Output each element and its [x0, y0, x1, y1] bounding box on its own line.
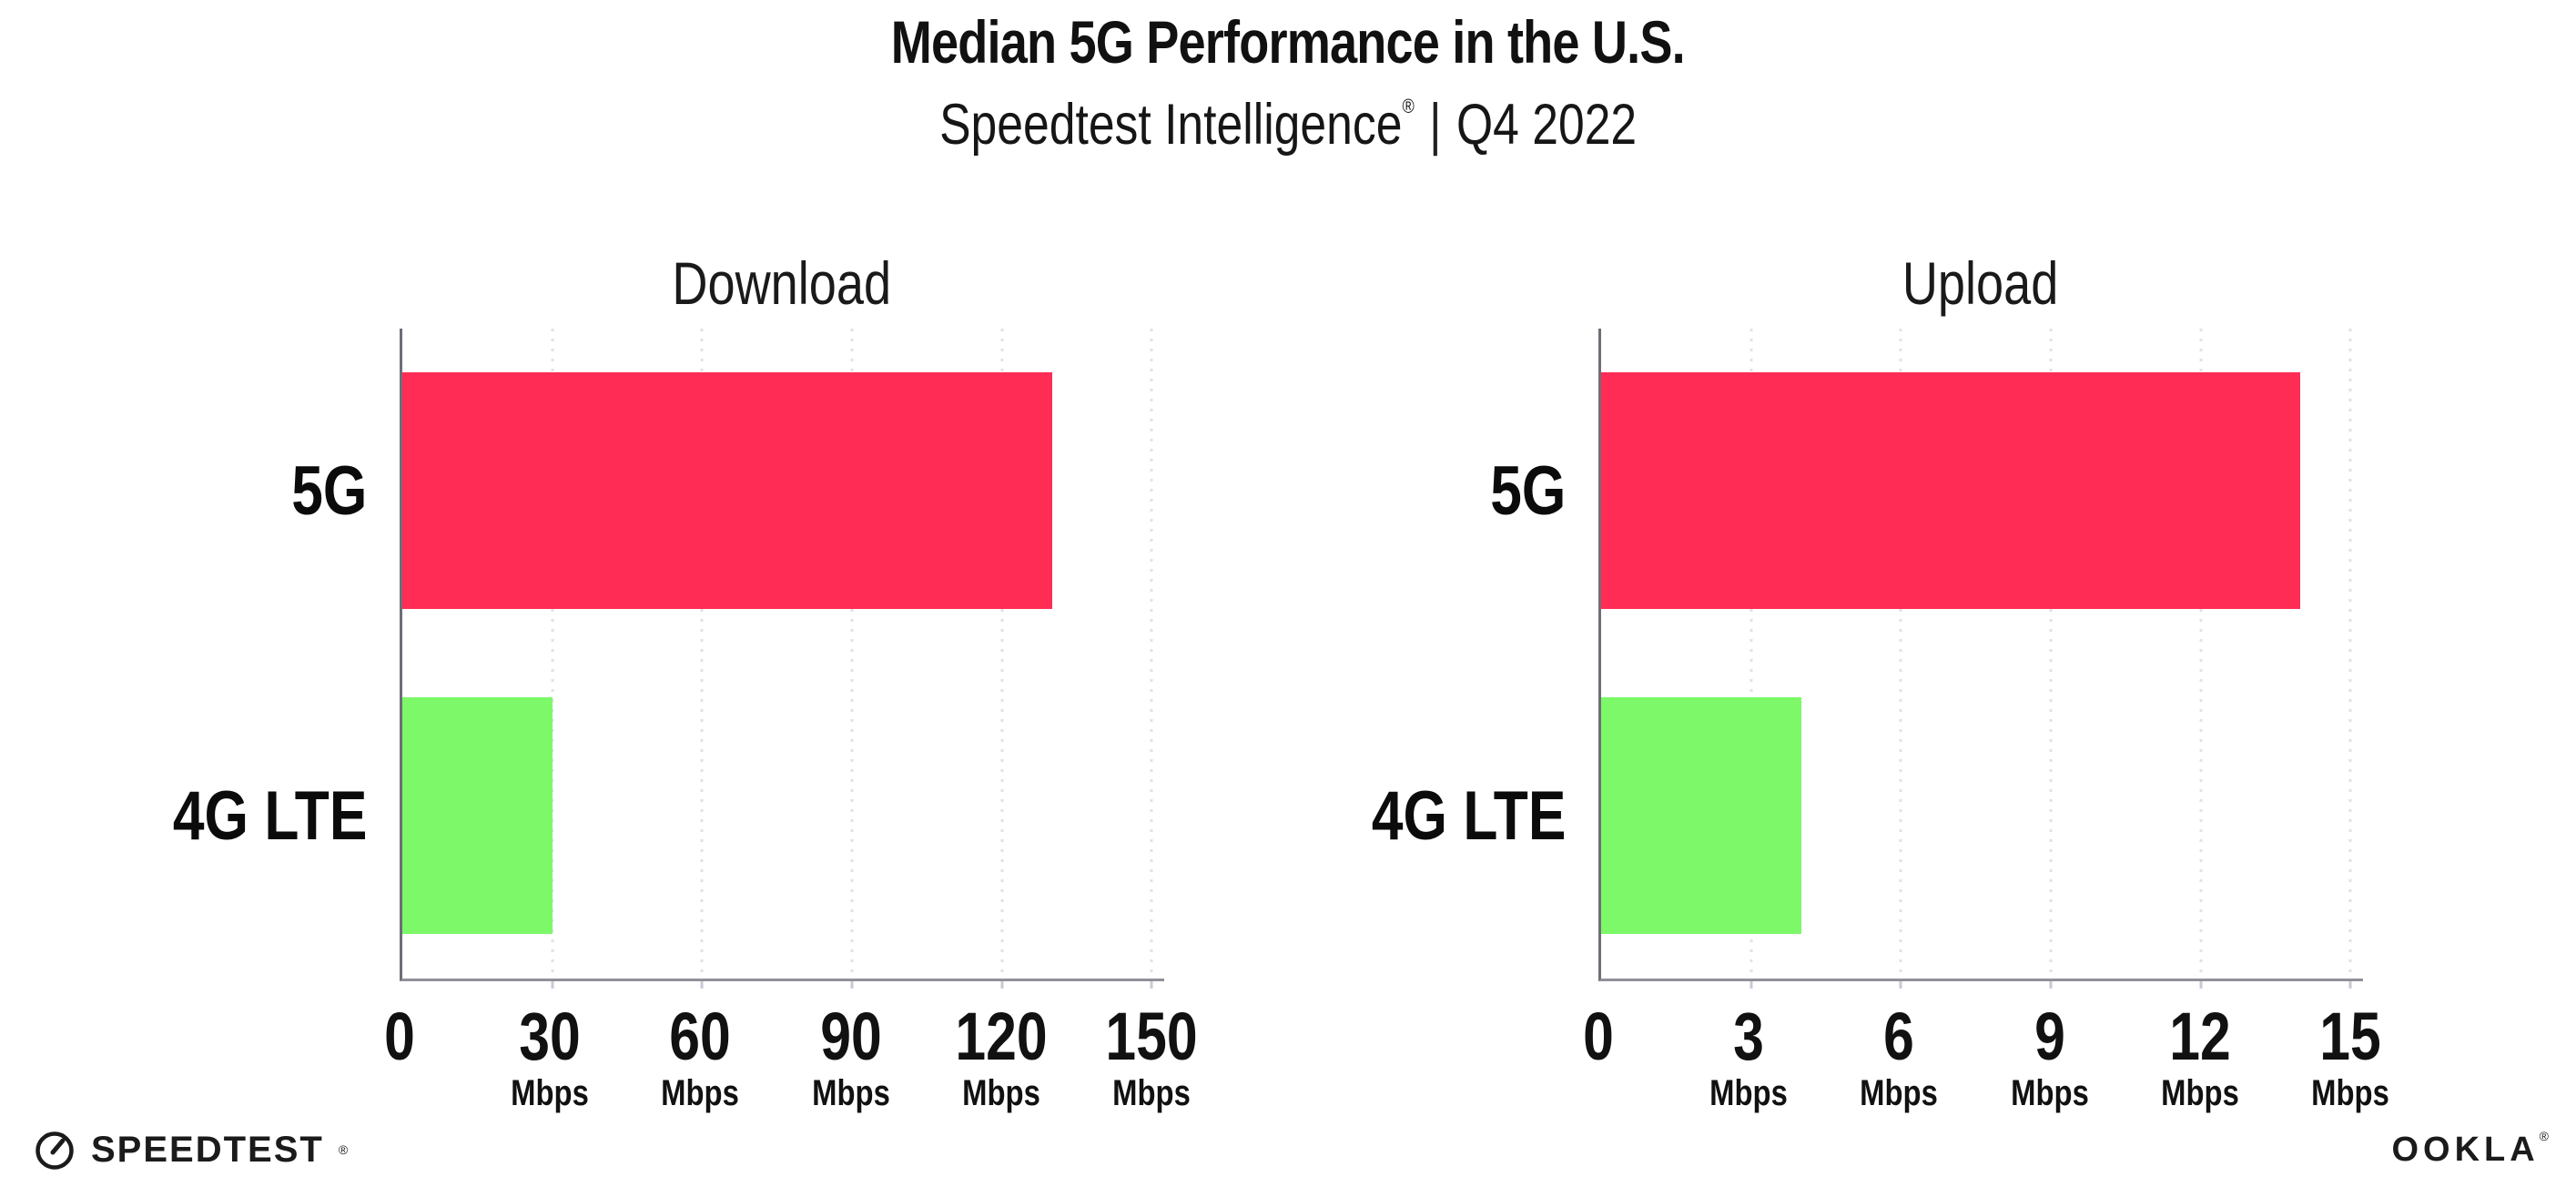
gridline-12 — [2199, 329, 2203, 979]
x-tick-label: 150 — [1105, 999, 1198, 1074]
x-tick-unit: Mbps — [962, 1073, 1040, 1113]
gridline-90 — [850, 329, 854, 979]
x-tick-label: 9 — [2033, 999, 2065, 1074]
charts-row: Download 5G 4G LTE 0 30 Mbps 60 Mbps 90 Mbps 120… — [0, 155, 2576, 1129]
x-tick-unit: Mbps — [511, 1073, 590, 1113]
download-plot-area — [400, 329, 1164, 989]
gridline-3 — [1749, 329, 1753, 979]
page-subtitle-text: Speedtest Intelligence® | Q4 2022 — [939, 76, 1637, 155]
tick-mark-9 — [2049, 981, 2053, 989]
x-tick-15: 15 Mbps — [2303, 1001, 2398, 1114]
x-tick-0: 0 — [380, 1001, 418, 1072]
page-subtitle: Speedtest Intelligence® | Q4 2022 — [0, 76, 2576, 155]
x-tick-unit: Mbps — [2010, 1073, 2089, 1113]
upload-plot-area — [1598, 329, 2363, 989]
upload-chart-title-text: Upload — [1902, 249, 2059, 317]
download-chart: Download 5G 4G LTE 0 30 Mbps 60 Mbps 90 Mbps 120… — [172, 155, 1198, 1129]
gridline-30 — [551, 329, 554, 979]
tick-mark-6 — [1899, 981, 1902, 989]
x-tick-label: 6 — [1883, 999, 1915, 1074]
upload-plot-wrap: 5G 4G LTE — [1371, 329, 2363, 989]
x-tick-label: 90 — [819, 999, 882, 1074]
x-tick-120: 120 Mbps — [945, 1001, 1057, 1114]
download-chart-title: Download — [400, 251, 1164, 315]
page-title-text: Median 5G Performance in the U.S. — [890, 8, 1686, 76]
gridline-6 — [1899, 329, 1902, 979]
x-tick-unit: Mbps — [2311, 1073, 2390, 1113]
page-title: Median 5G Performance in the U.S. — [0, 9, 2576, 75]
download-y-axis-labels: 5G 4G LTE — [172, 329, 400, 981]
registered-mark-icon: ® — [1402, 95, 1415, 117]
speedtest-gauge-icon — [35, 1131, 74, 1170]
x-tick-label: 3 — [1733, 999, 1765, 1074]
x-tick-label: 12 — [2169, 999, 2231, 1074]
x-tick-label: 15 — [2319, 999, 2381, 1074]
x-tick-unit: Mbps — [1709, 1073, 1789, 1113]
x-tick-60: 60 Mbps — [653, 1001, 747, 1114]
upload-chart-title: Upload — [1598, 251, 2363, 315]
tick-mark-60 — [700, 981, 704, 989]
gridline-15 — [2348, 329, 2352, 979]
category-label-5g: 5G — [213, 329, 400, 654]
upload-y-axis-labels: 5G 4G LTE — [1371, 329, 1598, 981]
subtitle-period: Q4 2022 — [1455, 93, 1638, 157]
tick-mark-30 — [551, 981, 554, 989]
ookla-wordmark: OOKLA — [2391, 1131, 2540, 1169]
tick-mark-120 — [1000, 981, 1004, 989]
subtitle-separator: | — [1429, 93, 1442, 157]
bar-5g — [402, 372, 1052, 609]
x-tick-label: 30 — [519, 999, 581, 1074]
x-tick-90: 90 Mbps — [804, 1001, 898, 1114]
x-tick-30: 30 Mbps — [502, 1001, 597, 1114]
tick-mark-3 — [1749, 981, 1753, 989]
speedtest-logo: SPEEDTEST ® — [33, 1128, 348, 1172]
x-tick-unit: Mbps — [1112, 1073, 1192, 1113]
ookla-registered-mark-icon: ® — [2539, 1129, 2549, 1143]
download-chart-title-text: Download — [672, 249, 892, 317]
tick-mark-150 — [1150, 981, 1153, 989]
category-label-5g: 5G — [1412, 329, 1598, 654]
x-tick-unit: Mbps — [661, 1073, 740, 1113]
upload-x-axis: 0 3 Mbps 6 Mbps 9 Mbps 12 Mbps 15 Mbps — [1583, 1001, 2389, 1129]
x-tick-150: 150 Mbps — [1095, 1001, 1207, 1114]
x-tick-9: 9 Mbps — [2003, 1001, 2097, 1114]
x-tick-6: 6 Mbps — [1851, 1001, 1946, 1114]
x-tick-unit: Mbps — [2161, 1073, 2239, 1113]
bar-4g-lte — [1601, 697, 1801, 934]
category-label-text: 5G — [1489, 452, 1566, 530]
x-tick-0: 0 — [1579, 1001, 1617, 1072]
x-tick-label: 0 — [1583, 999, 1614, 1074]
x-tick-unit: Mbps — [811, 1073, 890, 1113]
x-tick-12: 12 Mbps — [2153, 1001, 2247, 1114]
gridline-120 — [1000, 329, 1004, 979]
gridline-60 — [700, 329, 704, 979]
speedtest-registered-mark-icon: ® — [338, 1142, 349, 1157]
bar-5g — [1601, 372, 2301, 609]
x-tick-unit: Mbps — [1860, 1073, 1939, 1113]
category-label-text: 4G LTE — [1371, 777, 1566, 855]
tick-mark-90 — [850, 981, 854, 989]
tick-mark-15 — [2348, 981, 2352, 989]
x-tick-3: 3 Mbps — [1701, 1001, 1796, 1114]
ookla-logo: OOKLA® — [2391, 1129, 2549, 1170]
upload-chart: Upload 5G 4G LTE 0 3 Mbps 6 Mbps 9 Mbps 12 Mbps 15… — [1371, 155, 2389, 1129]
subtitle-brand: Speedtest Intelligence — [938, 93, 1403, 157]
x-tick-label: 0 — [384, 999, 415, 1074]
download-x-axis: 0 30 Mbps 60 Mbps 90 Mbps 120 Mbps 150 Mbps — [384, 1001, 1198, 1129]
category-label-4g-lte: 4G LTE — [1371, 654, 1598, 979]
tick-mark-12 — [2199, 981, 2203, 989]
x-tick-label: 120 — [955, 999, 1048, 1074]
gridline-150 — [1150, 329, 1153, 979]
gridline-9 — [2049, 329, 2053, 979]
x-tick-label: 60 — [669, 999, 732, 1074]
category-label-text: 4G LTE — [172, 777, 367, 855]
download-plot-wrap: 5G 4G LTE — [172, 329, 1164, 989]
category-label-4g-lte: 4G LTE — [172, 654, 400, 979]
category-label-text: 5G — [290, 452, 367, 530]
bar-4g-lte — [402, 697, 553, 934]
speedtest-wordmark: SPEEDTEST — [91, 1129, 324, 1170]
